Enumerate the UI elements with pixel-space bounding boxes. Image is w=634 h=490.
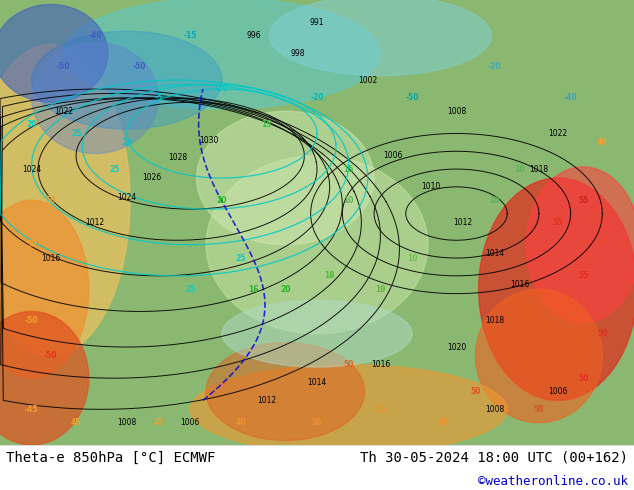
Text: 10: 10 bbox=[407, 253, 417, 263]
Ellipse shape bbox=[269, 0, 491, 75]
Text: 18: 18 bbox=[325, 271, 335, 280]
Text: -45: -45 bbox=[25, 405, 39, 414]
Ellipse shape bbox=[206, 156, 428, 334]
Text: Th 30-05-2024 18:00 UTC (00+162): Th 30-05-2024 18:00 UTC (00+162) bbox=[359, 450, 628, 465]
Ellipse shape bbox=[479, 178, 634, 400]
Text: 1020: 1020 bbox=[447, 343, 466, 351]
Text: 50: 50 bbox=[27, 240, 37, 249]
Text: 25: 25 bbox=[236, 253, 246, 263]
Text: 998: 998 bbox=[291, 49, 305, 58]
Text: 1016: 1016 bbox=[371, 360, 390, 369]
Text: 55: 55 bbox=[553, 218, 563, 227]
Ellipse shape bbox=[0, 45, 130, 356]
Ellipse shape bbox=[0, 312, 89, 445]
Text: -5: -5 bbox=[154, 94, 163, 102]
Text: 45: 45 bbox=[375, 405, 385, 414]
Text: 25: 25 bbox=[122, 138, 132, 147]
Text: 19: 19 bbox=[375, 285, 385, 294]
Text: 45: 45 bbox=[153, 418, 164, 427]
Ellipse shape bbox=[206, 343, 365, 441]
Text: 1022: 1022 bbox=[548, 129, 567, 138]
Text: 50: 50 bbox=[312, 418, 322, 427]
Text: 1016: 1016 bbox=[41, 253, 60, 263]
Text: 50: 50 bbox=[46, 196, 56, 205]
Text: 1024: 1024 bbox=[117, 194, 136, 202]
Text: 25: 25 bbox=[185, 285, 195, 294]
Text: 20: 20 bbox=[280, 285, 290, 294]
Text: 10: 10 bbox=[489, 196, 500, 205]
Text: 1006: 1006 bbox=[181, 418, 200, 427]
Text: Theta-e 850hPa [°C] ECMWF: Theta-e 850hPa [°C] ECMWF bbox=[6, 450, 216, 465]
Ellipse shape bbox=[0, 200, 89, 378]
Text: ©weatheronline.co.uk: ©weatheronline.co.uk bbox=[477, 475, 628, 489]
Text: -50: -50 bbox=[133, 62, 146, 71]
Text: 1030: 1030 bbox=[200, 136, 219, 145]
Text: 45: 45 bbox=[71, 418, 81, 427]
Text: 1010: 1010 bbox=[422, 182, 441, 192]
Ellipse shape bbox=[63, 0, 380, 109]
Text: 1014: 1014 bbox=[485, 249, 504, 258]
Text: 1008: 1008 bbox=[485, 405, 504, 414]
Text: 16: 16 bbox=[249, 285, 259, 294]
Ellipse shape bbox=[476, 289, 602, 423]
Ellipse shape bbox=[0, 4, 108, 102]
Text: -50: -50 bbox=[44, 351, 58, 361]
Text: 996: 996 bbox=[246, 31, 261, 40]
Text: 1016: 1016 bbox=[510, 280, 529, 289]
Text: -50: -50 bbox=[25, 316, 39, 325]
Text: -50: -50 bbox=[56, 62, 70, 71]
Text: 55: 55 bbox=[578, 271, 588, 280]
Text: -15: -15 bbox=[183, 31, 197, 40]
Text: 55: 55 bbox=[578, 196, 588, 205]
Text: -40: -40 bbox=[88, 31, 102, 40]
Text: 1006: 1006 bbox=[548, 387, 567, 396]
Text: 1018: 1018 bbox=[529, 165, 548, 173]
Text: 1008: 1008 bbox=[117, 418, 136, 427]
Text: 15: 15 bbox=[261, 120, 271, 129]
Text: 10: 10 bbox=[515, 165, 525, 173]
Text: 15: 15 bbox=[344, 165, 354, 173]
Text: 1022: 1022 bbox=[54, 107, 73, 116]
Text: 40: 40 bbox=[236, 418, 246, 427]
Text: 50: 50 bbox=[597, 329, 607, 338]
Text: 1008: 1008 bbox=[447, 107, 466, 116]
Text: 1028: 1028 bbox=[168, 153, 187, 163]
Text: 25: 25 bbox=[109, 165, 119, 173]
Text: 50: 50 bbox=[470, 387, 481, 396]
Text: 1024: 1024 bbox=[22, 165, 41, 173]
Text: 1002: 1002 bbox=[358, 75, 377, 85]
Text: 20: 20 bbox=[217, 196, 227, 205]
Text: 1006: 1006 bbox=[384, 151, 403, 160]
Text: 1012: 1012 bbox=[86, 218, 105, 227]
Text: 1026: 1026 bbox=[143, 173, 162, 182]
Ellipse shape bbox=[222, 300, 412, 367]
Text: 1014: 1014 bbox=[307, 378, 327, 387]
Ellipse shape bbox=[197, 111, 374, 245]
Text: 40: 40 bbox=[597, 138, 607, 147]
Text: 50: 50 bbox=[578, 374, 588, 383]
Text: -20: -20 bbox=[310, 94, 324, 102]
Text: 50: 50 bbox=[534, 405, 544, 414]
Ellipse shape bbox=[526, 167, 634, 322]
Text: 1012: 1012 bbox=[453, 218, 472, 227]
Ellipse shape bbox=[32, 42, 158, 153]
Text: 10: 10 bbox=[344, 196, 354, 205]
Text: 25: 25 bbox=[71, 129, 81, 138]
Text: -20: -20 bbox=[488, 62, 501, 71]
Text: 45: 45 bbox=[439, 418, 449, 427]
Text: 50: 50 bbox=[344, 360, 354, 369]
Text: 1012: 1012 bbox=[257, 396, 276, 405]
Text: -40: -40 bbox=[564, 94, 578, 102]
Text: -20: -20 bbox=[215, 84, 229, 94]
Ellipse shape bbox=[32, 31, 222, 129]
Text: 20: 20 bbox=[27, 120, 37, 129]
Text: 1018: 1018 bbox=[485, 316, 504, 325]
Text: -50: -50 bbox=[405, 94, 419, 102]
Ellipse shape bbox=[190, 365, 507, 454]
Text: 991: 991 bbox=[310, 18, 324, 27]
